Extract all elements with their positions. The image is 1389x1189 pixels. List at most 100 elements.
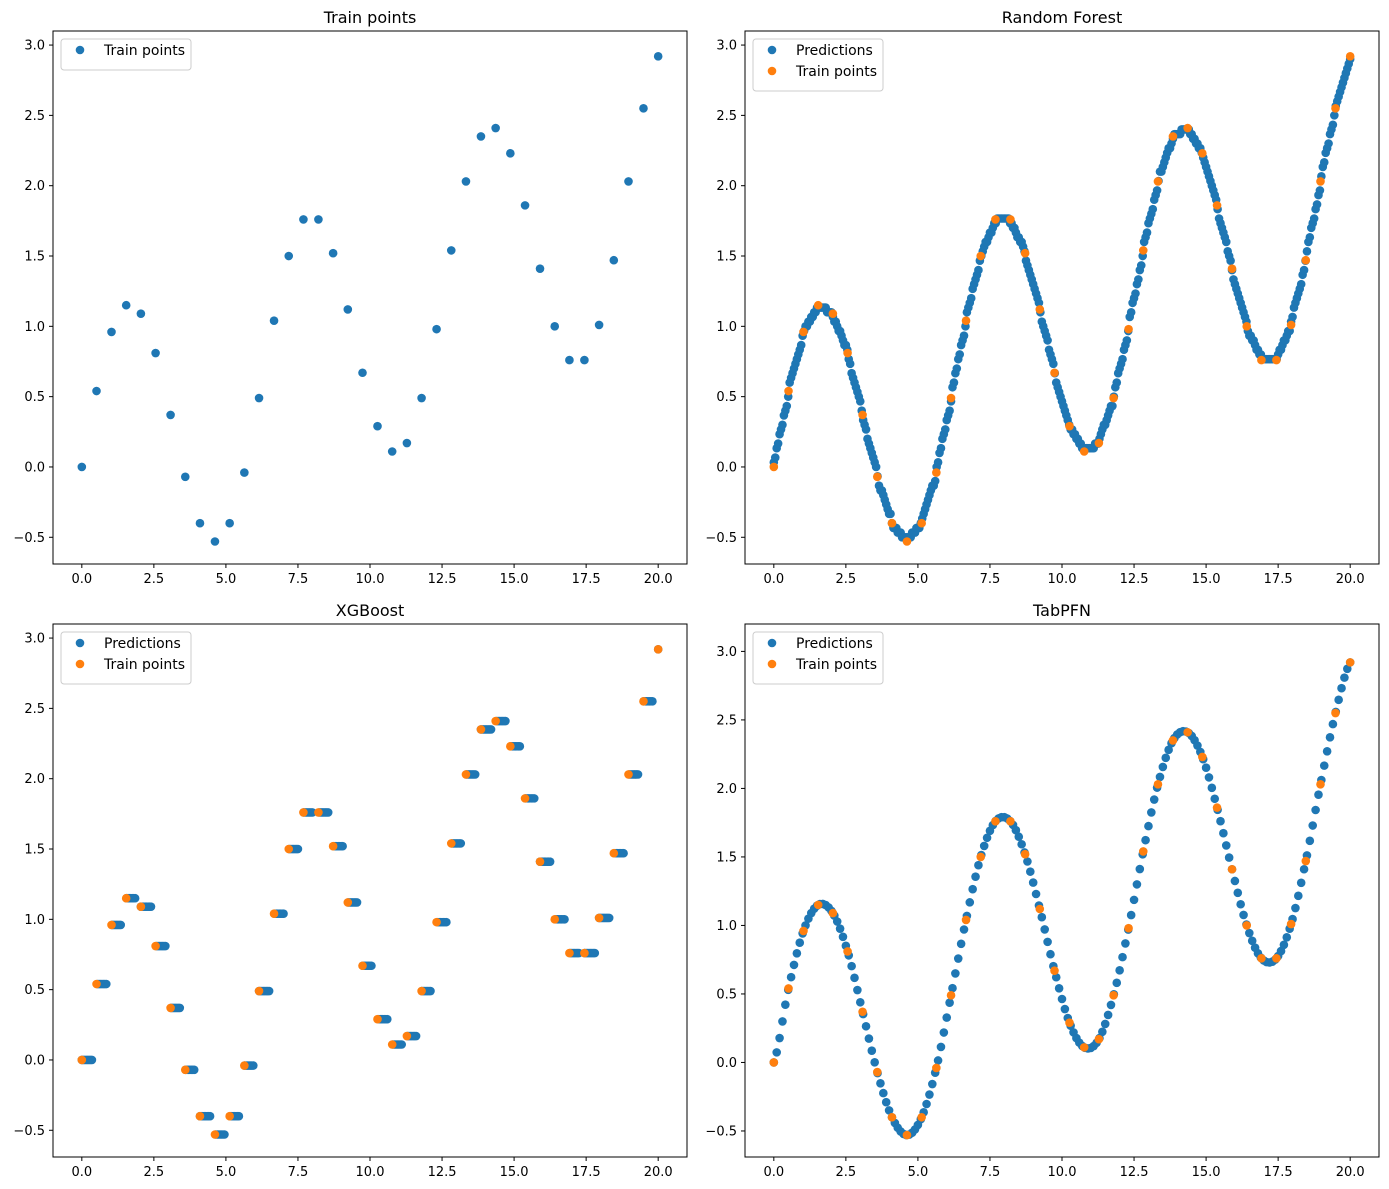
x-tick-label: 10.0 bbox=[1048, 1165, 1077, 1180]
prediction-point bbox=[1207, 783, 1217, 793]
prediction-point bbox=[778, 1017, 787, 1026]
prediction-point bbox=[1129, 895, 1139, 905]
prediction-point bbox=[1043, 336, 1052, 345]
train-point bbox=[432, 917, 441, 927]
train-point bbox=[580, 948, 589, 958]
train-point bbox=[284, 251, 294, 261]
prediction-point bbox=[1126, 910, 1136, 920]
y-tick-label: 2.5 bbox=[24, 702, 45, 717]
x-tick-label: 15.0 bbox=[500, 572, 529, 587]
train-point bbox=[254, 393, 264, 403]
x-tick-label: 17.5 bbox=[1264, 1165, 1293, 1180]
y-tick-label: 2.0 bbox=[716, 179, 737, 194]
train-point bbox=[1212, 803, 1222, 812]
train-point bbox=[1168, 736, 1178, 745]
x-tick-label: 20.0 bbox=[644, 572, 673, 587]
data-points bbox=[769, 52, 1355, 546]
axes-frame bbox=[52, 30, 688, 565]
prediction-point bbox=[772, 1048, 781, 1057]
train-points-panel: Train points 0.0 2.5 5.0 7.5 10.0 12.5 15.0 17.5… bbox=[13, 8, 688, 587]
x-tick-label: 17.5 bbox=[572, 572, 601, 587]
y-tick-label: 3.0 bbox=[24, 632, 45, 647]
prediction-point bbox=[1106, 1000, 1116, 1010]
y-tick-label: −0.5 bbox=[705, 1124, 737, 1139]
y-tick-label: 0.0 bbox=[716, 1056, 737, 1071]
train-point bbox=[77, 462, 87, 472]
train-point bbox=[225, 1111, 234, 1121]
prediction-point bbox=[1294, 891, 1303, 901]
train-point bbox=[520, 794, 530, 803]
prediction-point bbox=[234, 1111, 244, 1121]
train-point bbox=[784, 984, 793, 993]
prediction-point bbox=[1017, 839, 1026, 849]
prediction-point bbox=[205, 1111, 215, 1121]
x-tick-label: 7.5 bbox=[980, 1165, 1001, 1180]
prediction-point bbox=[1147, 808, 1156, 817]
x-tick-label: 10.0 bbox=[356, 1165, 385, 1180]
x-tick-label: 10.0 bbox=[356, 572, 385, 587]
prediction-point bbox=[850, 973, 859, 983]
prediction-point bbox=[1122, 336, 1132, 345]
prediction-point bbox=[1319, 157, 1329, 167]
train-point bbox=[1124, 923, 1133, 933]
train-point bbox=[932, 468, 941, 477]
train-point bbox=[166, 1003, 175, 1013]
prediction-point bbox=[456, 839, 466, 848]
train-point bbox=[1272, 355, 1281, 365]
train-point bbox=[387, 1040, 397, 1049]
train-point bbox=[1050, 368, 1059, 378]
train-point bbox=[180, 472, 190, 482]
train-point bbox=[461, 177, 471, 186]
train-point bbox=[1035, 305, 1045, 314]
train-point bbox=[180, 1065, 190, 1075]
train-point bbox=[446, 246, 456, 255]
tabpfn-panel: TabPFN 0.0 2.5 5.0 7.5 10.0 12.5 15.0 17.5 20.0 −0… bbox=[705, 601, 1380, 1180]
prediction-point bbox=[1343, 664, 1352, 674]
prediction-point bbox=[1121, 939, 1130, 948]
random-forest-panel: Random Forest 0.0 2.5 5.0 7.5 10.0 12.5 15.0 17.… bbox=[705, 8, 1380, 587]
prediction-point bbox=[959, 331, 969, 341]
prediction-point bbox=[529, 794, 539, 803]
prediction-point bbox=[604, 913, 614, 923]
train-point bbox=[1301, 856, 1311, 866]
x-tick-label: 7.5 bbox=[980, 572, 1001, 587]
prediction-point bbox=[971, 872, 980, 881]
train-point bbox=[136, 309, 146, 318]
x-tick-label: 15.0 bbox=[500, 1165, 529, 1180]
train-point bbox=[1065, 1018, 1074, 1028]
prediction-point bbox=[951, 969, 960, 978]
train-point bbox=[1257, 954, 1266, 963]
train-point bbox=[1050, 966, 1059, 975]
prediction-point bbox=[161, 941, 170, 951]
train-point bbox=[535, 857, 545, 866]
prediction-point bbox=[560, 915, 569, 924]
prediction-point bbox=[930, 476, 940, 486]
train-point bbox=[843, 348, 852, 358]
train-point bbox=[828, 908, 838, 918]
prediction-point bbox=[1210, 794, 1220, 804]
train-point bbox=[491, 716, 500, 726]
y-tick-label: 2.0 bbox=[24, 772, 45, 787]
prediction-point bbox=[886, 509, 895, 519]
train-point bbox=[1094, 438, 1104, 448]
train-point bbox=[858, 410, 867, 420]
x-tick-label: 2.5 bbox=[144, 572, 165, 587]
train-point bbox=[195, 1111, 205, 1121]
axes-frame bbox=[744, 623, 1380, 1158]
prediction-point bbox=[1324, 139, 1333, 148]
train-point bbox=[799, 327, 808, 337]
prediction-point bbox=[352, 898, 362, 907]
x-tick-label: 12.5 bbox=[1120, 572, 1149, 587]
x-tick-label: 0.0 bbox=[71, 1165, 92, 1180]
train-point bbox=[358, 961, 367, 971]
train-point bbox=[1035, 904, 1045, 914]
train-point bbox=[314, 215, 323, 224]
prediction-point bbox=[1054, 983, 1064, 993]
prediction-point bbox=[1296, 279, 1306, 289]
data-points bbox=[769, 658, 1355, 1140]
train-point bbox=[491, 123, 500, 133]
prediction-point bbox=[847, 961, 856, 971]
plot-title: XGBoost bbox=[336, 601, 405, 620]
train-point bbox=[1316, 177, 1325, 186]
train-point bbox=[284, 844, 294, 854]
